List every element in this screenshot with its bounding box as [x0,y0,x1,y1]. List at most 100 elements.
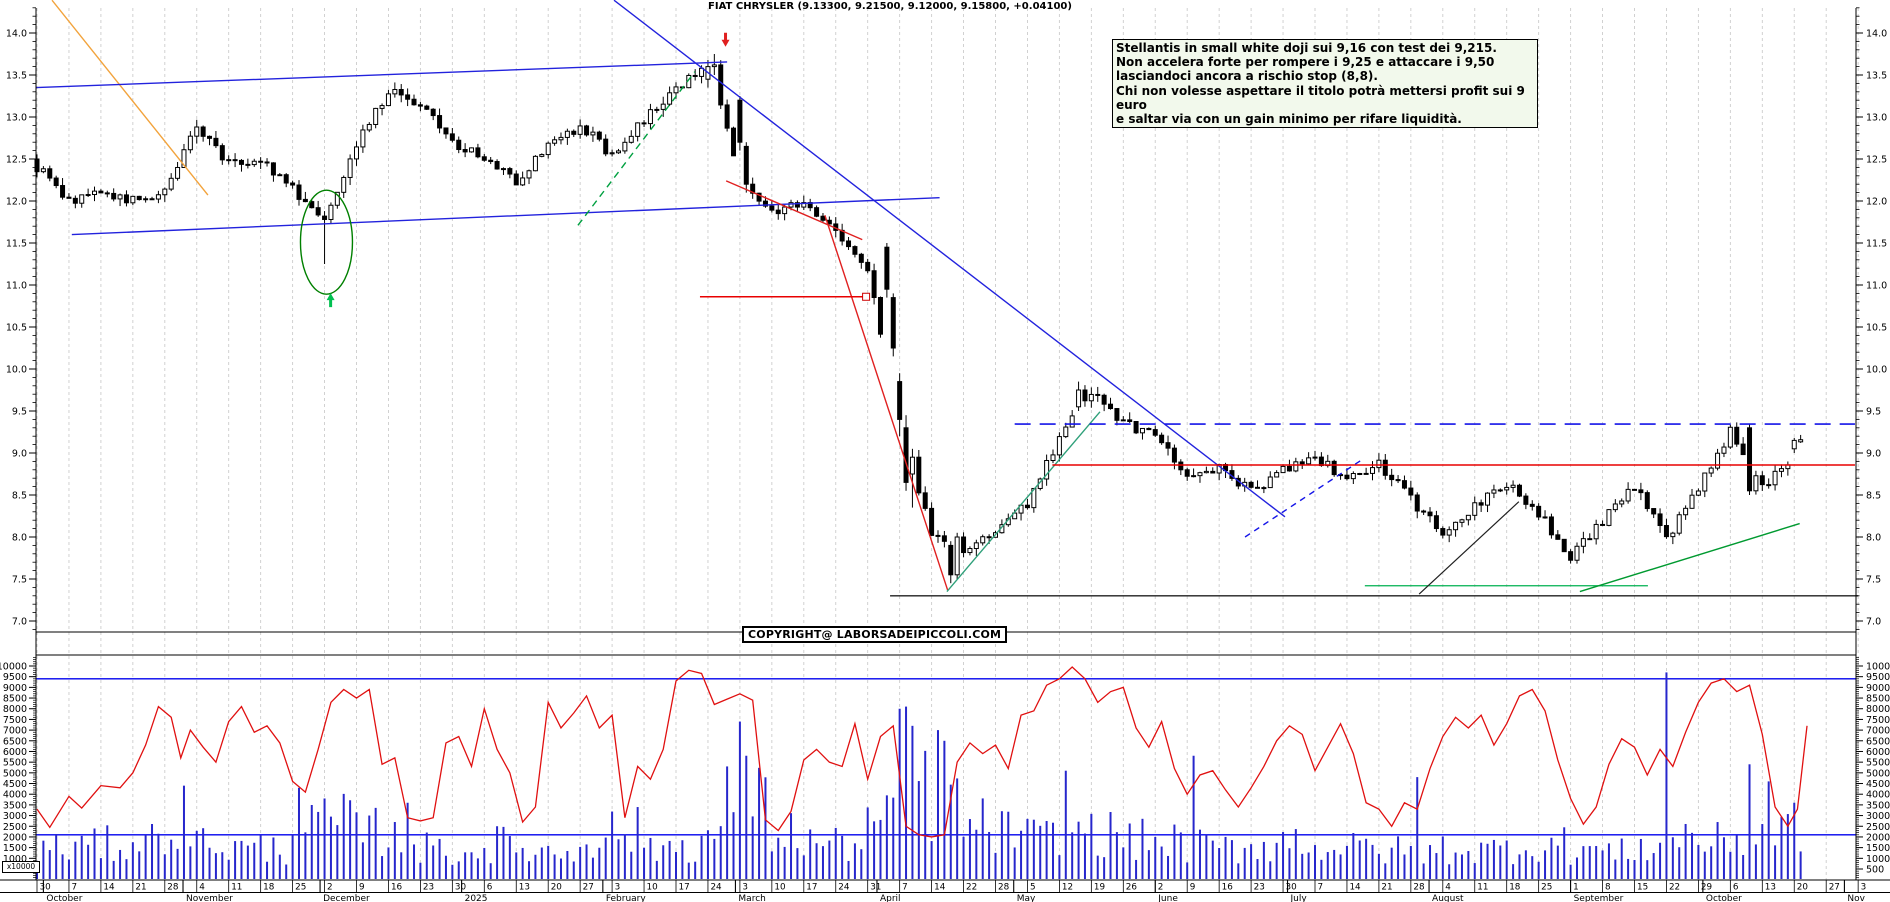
candle-body [155,194,161,200]
volume-bar [815,843,818,879]
date-tick-label: 24 [710,883,722,893]
volume-bar [1467,851,1470,879]
candle-body [980,536,986,544]
candle-body [973,542,979,550]
volume-bar [1211,840,1214,879]
candle-body [1625,488,1631,502]
volume-bar [1774,845,1777,879]
candle-body [1280,465,1286,474]
volume-bar [1492,839,1495,879]
date-tick-label: 15 [1637,883,1648,893]
price-axis-label: 10.0 [1866,365,1887,376]
candle-body [385,93,391,107]
date-tick-label: 28 [998,883,1009,893]
volume-bar [905,706,908,879]
red-steep-downtrend [824,215,949,591]
volume-bar [981,798,984,879]
candle-body [379,105,385,109]
blue-channel-top [36,61,728,89]
volume-bar [259,834,262,879]
volume-bar [662,845,665,879]
candle-body [1069,415,1075,428]
candle-body [1772,470,1778,486]
date-tick-label: 18 [263,883,274,893]
candle-body [526,170,532,179]
date-tick-label: 21 [1381,883,1392,893]
volume-bar [413,844,416,879]
volume-axis-label: 1000 [1866,854,1890,865]
volume-bar [738,721,741,879]
volume-bar [1422,863,1425,879]
volume-axis-label: 5000 [3,768,27,779]
volume-bar [681,840,684,879]
volume-bar [1684,823,1687,879]
date-tick-label: 7 [1318,883,1324,893]
volume-bar [1524,850,1527,879]
candle-body [916,456,922,494]
volume-bar [1122,847,1125,879]
candle-body [290,182,296,186]
candle-body [213,137,219,147]
volume-bar [170,839,173,879]
month-label: March [738,894,765,902]
volume-bar [1147,850,1150,879]
volume-bar [1071,832,1074,879]
candle-body [392,89,398,95]
candle-body [1702,472,1708,492]
volume-axis-label: 9500 [1866,672,1890,683]
volume-bar [1192,755,1195,879]
volume-axis-label: 2000 [3,832,27,843]
date-tick-label: 23 [1254,883,1265,893]
candle-body [1587,538,1593,541]
candle-body [449,133,455,141]
candle-body [219,145,225,161]
volume-bar [42,840,45,879]
volume-bar [1671,837,1674,879]
volume-bar [323,798,326,879]
candle-body [1491,489,1497,494]
candle-body [347,158,353,178]
candle-body [1542,516,1548,519]
candle-body [1580,538,1586,547]
candle-body [1740,443,1746,456]
candle-body [1044,460,1050,480]
volume-bar [1307,852,1310,879]
down-arrow-icon [721,32,730,47]
candle-body [456,139,462,151]
volume-bar [853,843,856,879]
volume-bar [1639,838,1642,879]
candle-body [1401,480,1407,489]
candle-body [1440,528,1446,536]
candle-body [801,202,807,208]
volume-bar [726,766,729,879]
volume-bar [393,822,396,879]
month-label: February [606,894,647,902]
volume-bar [630,851,633,879]
candle-body [302,198,308,203]
volume-bar [125,859,128,879]
price-axis-label: 12.5 [6,155,27,166]
volume-bar [675,851,677,879]
candle-body [1312,456,1318,459]
volume-bar [873,821,876,879]
volume-bar [1544,850,1547,879]
volume-bar [643,847,646,879]
volume-bar [329,816,332,879]
candle-body [1721,446,1727,454]
volume-bar [202,828,205,879]
volume-bar [572,861,575,879]
date-tick-label: 20 [1797,883,1809,893]
volume-bar [1320,859,1323,879]
volume-bar [860,849,863,879]
candle-body [1727,426,1733,448]
volume-bar [956,778,959,879]
volume-bar [802,855,805,879]
volume-bar [285,864,288,879]
volume-bar [834,827,837,879]
date-tick-label: 25 [295,883,306,893]
candle-body [1261,487,1267,490]
candle-body [1165,442,1171,449]
volume-bar [1058,855,1061,879]
date-tick-label: 23 [423,883,434,893]
